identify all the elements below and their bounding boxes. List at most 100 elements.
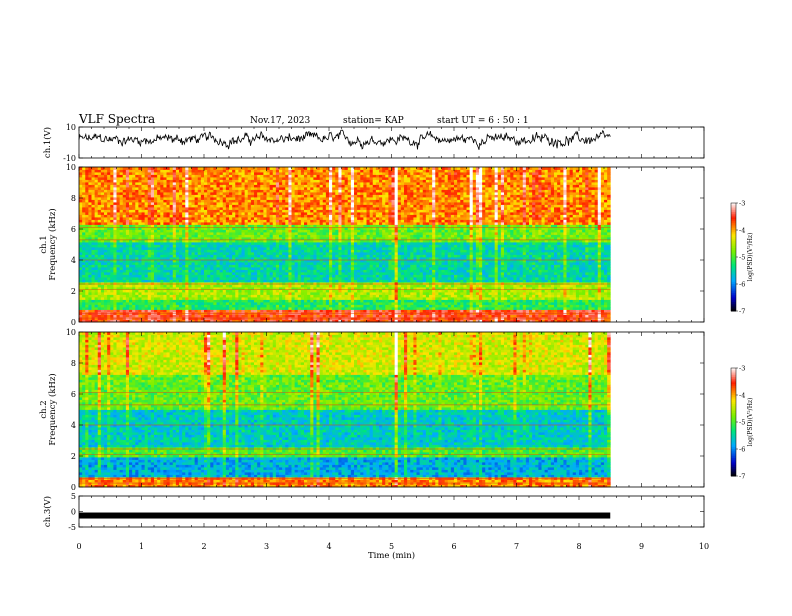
spectrogram-cell (160, 302, 164, 305)
spectrogram-cell (107, 297, 111, 300)
spectrogram-cell (445, 270, 449, 273)
spectrogram-cell (442, 290, 446, 293)
spectrogram-cell (354, 257, 358, 260)
spectrogram-cell (448, 295, 452, 298)
spectrogram-cell (267, 282, 271, 285)
spectrogram-cell (282, 252, 286, 255)
spectrogram-cell (120, 280, 124, 283)
spectrogram-cell (135, 270, 139, 273)
spectrogram-cell (435, 252, 439, 255)
spectrogram-cell (245, 265, 249, 268)
spectrogram-cell (310, 290, 314, 293)
spectrogram-cell (185, 290, 189, 293)
spectrogram-cell (213, 305, 217, 308)
spectrogram-cell (142, 267, 146, 270)
spectrogram-cell (373, 267, 377, 270)
spectrogram-cell (226, 295, 230, 298)
spectrogram-cell (532, 267, 536, 270)
spectrogram-cell (113, 302, 117, 305)
spectrogram-cell (404, 305, 408, 308)
spectrogram-cell (448, 280, 452, 283)
spectrogram-cell (170, 282, 174, 285)
spectrogram-cell (335, 275, 339, 278)
spectrogram-cell (510, 302, 514, 305)
spectrogram-cell (435, 255, 439, 258)
spectrogram-cell (535, 277, 539, 280)
spectrogram-cell (260, 275, 264, 278)
spectrogram-cell (501, 262, 505, 265)
spectrogram-cell (292, 275, 296, 278)
spectrogram-cell (98, 272, 102, 275)
spectrogram-cell (492, 280, 496, 283)
spectrogram-cell (504, 275, 508, 278)
spectrogram-cell (179, 297, 183, 300)
spectrogram-cell (226, 297, 230, 300)
spectrogram-cell (132, 300, 136, 303)
spectrogram-cell (385, 302, 389, 305)
spectrogram-cell (520, 300, 524, 303)
spectrogram-cell (320, 305, 324, 308)
spectrogram-cell (210, 300, 214, 303)
spectrogram-cell (201, 300, 205, 303)
spectrogram-cell (104, 290, 108, 293)
spectrogram-cell (367, 292, 371, 295)
spectrogram-cell (232, 267, 236, 270)
spectrogram-cell (545, 310, 549, 313)
spectrogram-cell (298, 310, 302, 313)
spectrogram-cell (213, 290, 217, 293)
spectrogram-cell (338, 310, 342, 313)
spectrogram-cell (498, 255, 502, 258)
spectrogram-cell (217, 310, 221, 313)
spectrogram-cell (392, 272, 396, 275)
spectrogram-cell (326, 257, 330, 260)
spectrogram-cell (576, 310, 580, 313)
spectrogram-cell (201, 265, 205, 268)
spectrogram-cell (342, 310, 346, 313)
spectrogram-cell (92, 290, 96, 293)
spectrogram-cell (398, 257, 402, 260)
spectrogram-cell (513, 307, 517, 310)
spectrogram-cell (557, 270, 561, 273)
spectrogram-cell (248, 255, 252, 258)
spectrogram-cell (238, 280, 242, 283)
spectrogram-cell (192, 307, 196, 310)
spectrogram-cell (473, 257, 477, 260)
spectrogram-cell (598, 300, 602, 303)
spectrogram-cell (326, 272, 330, 275)
spectrogram-cell (148, 262, 152, 265)
spectrogram-cell (498, 295, 502, 298)
spectrogram-cell (382, 262, 386, 265)
spectrogram-cell (535, 297, 539, 300)
spectrogram-cell (248, 250, 252, 253)
spectrogram-cell (423, 300, 427, 303)
spectrogram-cell (135, 282, 139, 285)
spectrogram-cell (320, 275, 324, 278)
spectrogram-cell (235, 277, 239, 280)
spectrogram-cell (451, 300, 455, 303)
spectrogram-cell (595, 315, 599, 318)
spectrogram-cell (545, 295, 549, 298)
spectrogram-cell (338, 297, 342, 300)
spectrogram-cell (254, 277, 258, 280)
spectrogram-cell (470, 270, 474, 273)
spectrogram-cell (248, 315, 252, 318)
spectrogram-cell (351, 280, 355, 283)
spectrogram-cell (242, 267, 246, 270)
spectrogram-cell (307, 290, 311, 293)
spectrogram-cell (188, 250, 192, 253)
spectrogram-cell (163, 255, 167, 258)
spectrogram-cell (282, 300, 286, 303)
spectrogram-cell (138, 270, 142, 273)
spectrogram-cell (501, 275, 505, 278)
spectrogram-cell (304, 307, 308, 310)
spectrogram-cell (279, 310, 283, 313)
spectrogram-cell (326, 292, 330, 295)
spectrogram-cell (435, 315, 439, 318)
spectrogram-cell (388, 310, 392, 313)
spectrogram-cell (82, 275, 86, 278)
spectrogram-cell (488, 282, 492, 285)
spectrogram-cell (523, 280, 527, 283)
spectrogram-cell (554, 297, 558, 300)
spectrogram-cell (507, 292, 511, 295)
spectrogram-cell (467, 292, 471, 295)
